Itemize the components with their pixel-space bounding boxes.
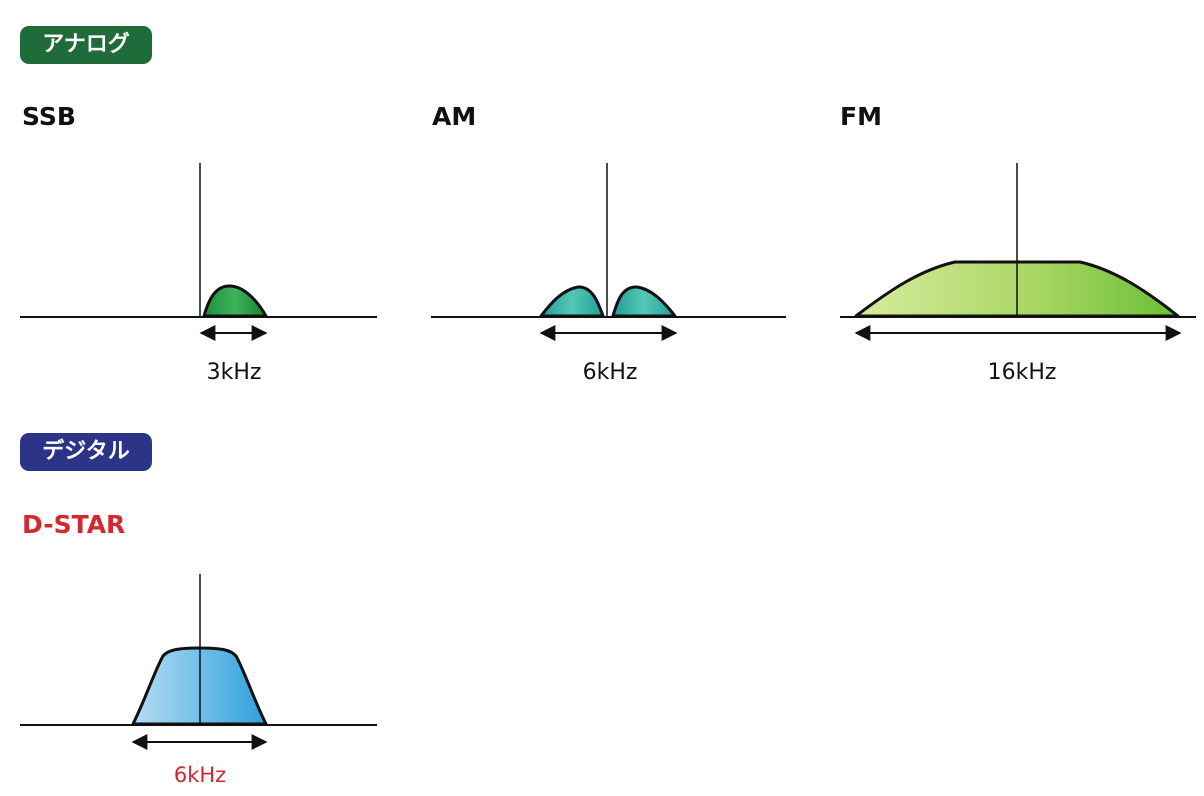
ssb-panel [20,163,377,341]
ssb-title: SSB [22,102,76,131]
fm-panel [840,163,1196,341]
am-panel [431,163,786,341]
ssb-bandwidth-label: 3kHz [206,360,262,385]
analog-badge: アナログ [20,26,152,64]
digital-badge: デジタル [20,433,152,471]
am-lower-sideband-shape [539,285,605,318]
am-title: AM [432,102,477,131]
fm-title: FM [840,102,882,131]
am-bandwidth-label: 6kHz [582,360,638,385]
dstar-title: D-STAR [22,510,126,539]
dstar-panel [20,574,377,750]
ssb-sideband-shape [202,284,268,318]
am-upper-sideband-shape [611,285,677,318]
dstar-bandwidth-label: 6kHz [173,763,227,787]
fm-bandwidth-label: 16kHz [987,360,1057,385]
